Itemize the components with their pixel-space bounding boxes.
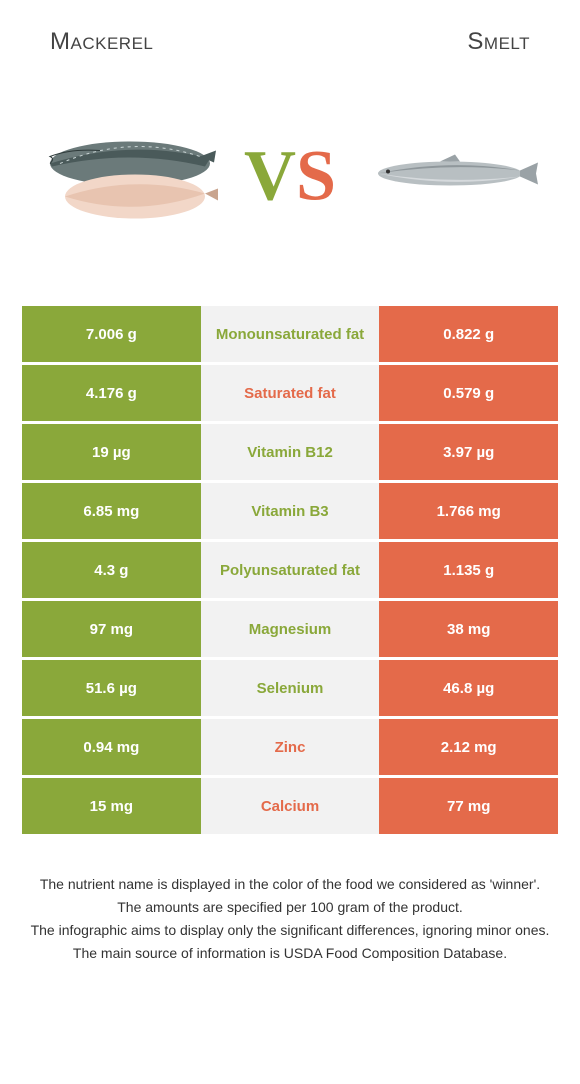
nutrient-label: Calcium (201, 778, 380, 834)
value-right: 77 mg (379, 778, 558, 834)
table-row: 15 mgCalcium77 mg (22, 778, 558, 834)
table-row: 51.6 µgSelenium46.8 µg (22, 660, 558, 716)
table-row: 6.85 mgVitamin B31.766 mg (22, 483, 558, 539)
smelt-image (370, 149, 540, 204)
footer-line: The main source of information is USDA F… (20, 943, 560, 964)
value-right: 1.135 g (379, 542, 558, 598)
value-right: 46.8 µg (379, 660, 558, 716)
mackerel-image (40, 119, 220, 234)
value-right: 38 mg (379, 601, 558, 657)
nutrient-label: Magnesium (201, 601, 380, 657)
table-row: 4.3 gPolyunsaturated fat1.135 g (22, 542, 558, 598)
value-left: 7.006 g (22, 306, 201, 362)
footer-notes: The nutrient name is displayed in the co… (20, 874, 560, 964)
vs-v: V (244, 136, 296, 216)
nutrient-label: Saturated fat (201, 365, 380, 421)
value-left: 15 mg (22, 778, 201, 834)
vs-s: S (296, 136, 336, 216)
value-left: 4.176 g (22, 365, 201, 421)
title-left: Mackerel (50, 28, 153, 56)
table-row: 97 mgMagnesium38 mg (22, 601, 558, 657)
vs-label: VS (244, 135, 336, 218)
value-right: 0.822 g (379, 306, 558, 362)
hero: VS (20, 76, 560, 276)
table-row: 19 µgVitamin B123.97 µg (22, 424, 558, 480)
nutrient-label: Monounsaturated fat (201, 306, 380, 362)
footer-line: The amounts are specified per 100 gram o… (20, 897, 560, 918)
nutrient-label: Vitamin B3 (201, 483, 380, 539)
title-right: Smelt (467, 28, 530, 56)
nutrient-label: Selenium (201, 660, 380, 716)
footer-line: The infographic aims to display only the… (20, 920, 560, 941)
table-row: 0.94 mgZinc2.12 mg (22, 719, 558, 775)
footer-line: The nutrient name is displayed in the co… (20, 874, 560, 895)
table-row: 4.176 gSaturated fat0.579 g (22, 365, 558, 421)
header: Mackerel Smelt (0, 0, 580, 66)
value-right: 0.579 g (379, 365, 558, 421)
value-left: 51.6 µg (22, 660, 201, 716)
value-right: 2.12 mg (379, 719, 558, 775)
value-left: 97 mg (22, 601, 201, 657)
table-row: 7.006 gMonounsaturated fat0.822 g (22, 306, 558, 362)
value-left: 19 µg (22, 424, 201, 480)
nutrient-label: Zinc (201, 719, 380, 775)
value-right: 1.766 mg (379, 483, 558, 539)
value-right: 3.97 µg (379, 424, 558, 480)
comparison-table: 7.006 gMonounsaturated fat0.822 g4.176 g… (22, 306, 558, 834)
value-left: 6.85 mg (22, 483, 201, 539)
value-left: 0.94 mg (22, 719, 201, 775)
value-left: 4.3 g (22, 542, 201, 598)
nutrient-label: Vitamin B12 (201, 424, 380, 480)
nutrient-label: Polyunsaturated fat (201, 542, 380, 598)
